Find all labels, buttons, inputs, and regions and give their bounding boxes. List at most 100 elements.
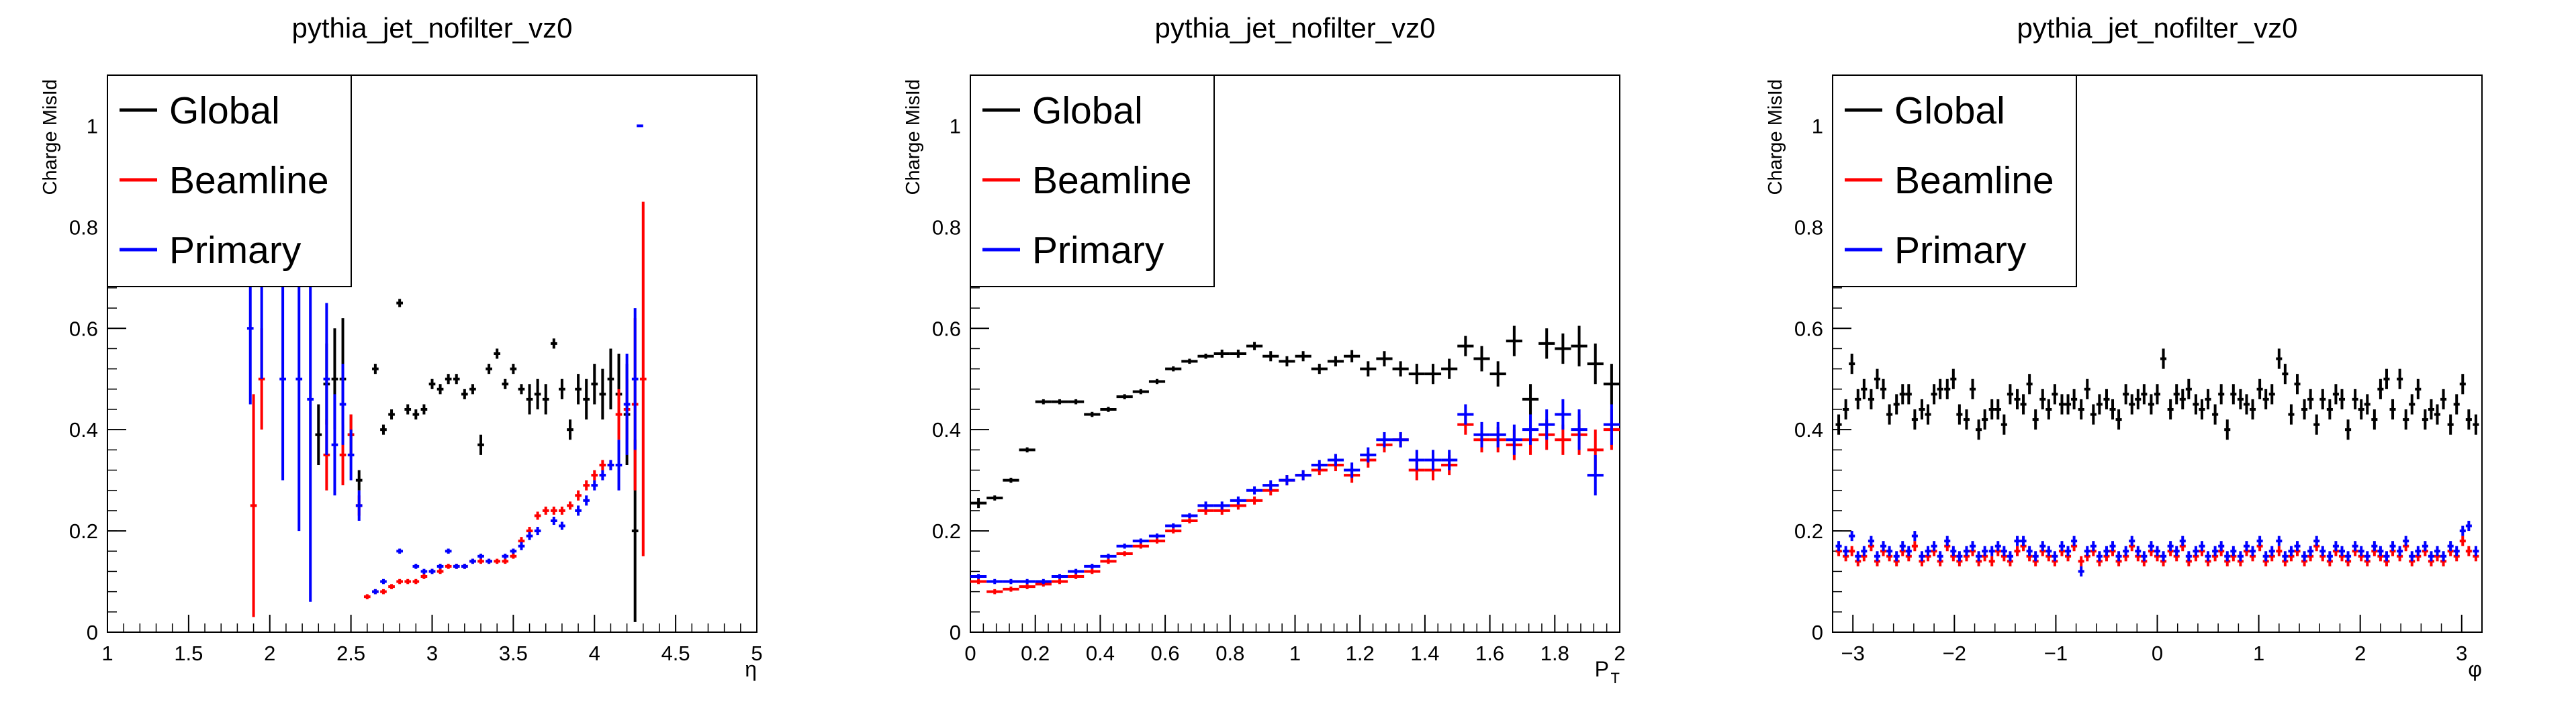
y-tick-label: 1 xyxy=(87,114,98,138)
chart-panel-3: pythia_jet_nofilter_vz0 Charge MisId φ 0 0.2… xyxy=(1765,12,2483,681)
data-point xyxy=(1911,541,1918,552)
data-point xyxy=(2237,551,2244,562)
data-point xyxy=(1424,450,1442,470)
data-point xyxy=(2199,541,2205,552)
chart-panel-2: pythia_jet_nofilter_vz0 Charge MisId P T 0 0.… xyxy=(903,12,1626,687)
legend-label: Primary xyxy=(1032,229,1164,272)
data-point xyxy=(1392,361,1409,376)
series-primary xyxy=(1835,521,2479,576)
data-point xyxy=(1100,554,1117,559)
data-point xyxy=(1931,541,1937,552)
data-point xyxy=(567,501,573,510)
data-point xyxy=(1506,424,1522,455)
data-point xyxy=(2103,546,2110,556)
data-point xyxy=(2459,374,2466,395)
data-point xyxy=(970,578,987,585)
y-tick-label: 0.6 xyxy=(1794,317,1823,340)
legend-label: Beamline xyxy=(169,159,329,202)
data-point xyxy=(461,564,468,569)
data-point xyxy=(2397,368,2403,389)
data-point xyxy=(1976,419,1982,440)
data-point xyxy=(2447,541,2454,552)
data-point xyxy=(1522,384,1539,415)
data-point xyxy=(2332,541,2339,552)
data-point xyxy=(1376,432,1393,448)
data-point xyxy=(599,460,606,470)
data-point xyxy=(2319,389,2326,409)
data-point xyxy=(2415,379,2422,399)
data-point xyxy=(526,532,533,540)
data-point xyxy=(2282,364,2289,385)
data-point xyxy=(2167,541,2174,552)
data-point xyxy=(2364,551,2371,562)
data-point xyxy=(445,548,452,554)
data-point xyxy=(2415,546,2422,556)
legend-item-beamline: Beamline xyxy=(982,159,1192,202)
data-point xyxy=(2007,384,2013,405)
data-point xyxy=(1937,551,1943,562)
legend-item-primary: Primary xyxy=(120,229,302,272)
data-point xyxy=(1441,450,1458,470)
data-point xyxy=(1849,354,1855,374)
data-point xyxy=(2447,414,2454,435)
data-point xyxy=(1132,543,1149,549)
data-point xyxy=(2045,546,2052,556)
data-point xyxy=(1457,336,1474,356)
data-point xyxy=(436,568,444,574)
data-point xyxy=(2319,546,2326,556)
data-point xyxy=(2453,546,2460,556)
data-point xyxy=(2160,551,2167,562)
data-point xyxy=(2352,389,2358,409)
data-point xyxy=(1555,333,1571,364)
data-point xyxy=(2148,394,2154,415)
data-point xyxy=(1132,389,1149,395)
data-point xyxy=(2020,394,2027,415)
data-point xyxy=(518,542,525,550)
data-point xyxy=(631,308,639,450)
data-point xyxy=(2154,384,2161,405)
data-point xyxy=(2249,399,2256,420)
data-point xyxy=(1230,349,1246,358)
data-point xyxy=(380,589,387,595)
data-point xyxy=(388,584,395,589)
data-point xyxy=(1165,523,1182,529)
data-point xyxy=(2338,546,2346,556)
data-point xyxy=(2364,394,2371,415)
data-point xyxy=(2071,536,2078,546)
data-point xyxy=(2173,384,2180,405)
x-tick-label: 1 xyxy=(101,642,113,665)
data-point xyxy=(1424,364,1442,385)
data-point xyxy=(1311,460,1328,470)
data-point xyxy=(1849,531,1855,542)
data-point xyxy=(623,354,631,455)
data-point xyxy=(550,338,557,349)
data-point xyxy=(502,558,509,564)
data-point xyxy=(2058,541,2066,552)
data-point xyxy=(639,201,647,556)
data-point xyxy=(1886,546,1893,556)
data-point xyxy=(2409,394,2416,415)
data-point xyxy=(380,424,387,435)
data-point xyxy=(2020,536,2027,546)
data-point xyxy=(1068,399,1085,405)
y-axis-label: Charge MisId xyxy=(903,79,924,195)
data-point xyxy=(1068,568,1085,574)
data-point xyxy=(380,578,387,585)
data-point xyxy=(1148,379,1166,385)
data-point xyxy=(2307,546,2314,556)
data-point xyxy=(986,495,1003,501)
x-tick-label: 0 xyxy=(2152,642,2163,665)
data-point xyxy=(2268,384,2275,405)
data-point xyxy=(1197,501,1214,510)
data-point xyxy=(2032,409,2039,430)
data-point xyxy=(986,578,1003,585)
data-point xyxy=(2313,536,2320,546)
y-tick-label: 0.6 xyxy=(69,317,98,340)
legend-label: Primary xyxy=(169,229,302,272)
x-tick-label: 1.8 xyxy=(1540,642,1569,665)
y-tick-label: 0.8 xyxy=(69,215,98,239)
y-tick-label: 0.8 xyxy=(1794,215,1823,239)
data-point xyxy=(2141,551,2148,562)
data-point xyxy=(2377,379,2384,399)
legend-item-global: Global xyxy=(120,89,280,132)
